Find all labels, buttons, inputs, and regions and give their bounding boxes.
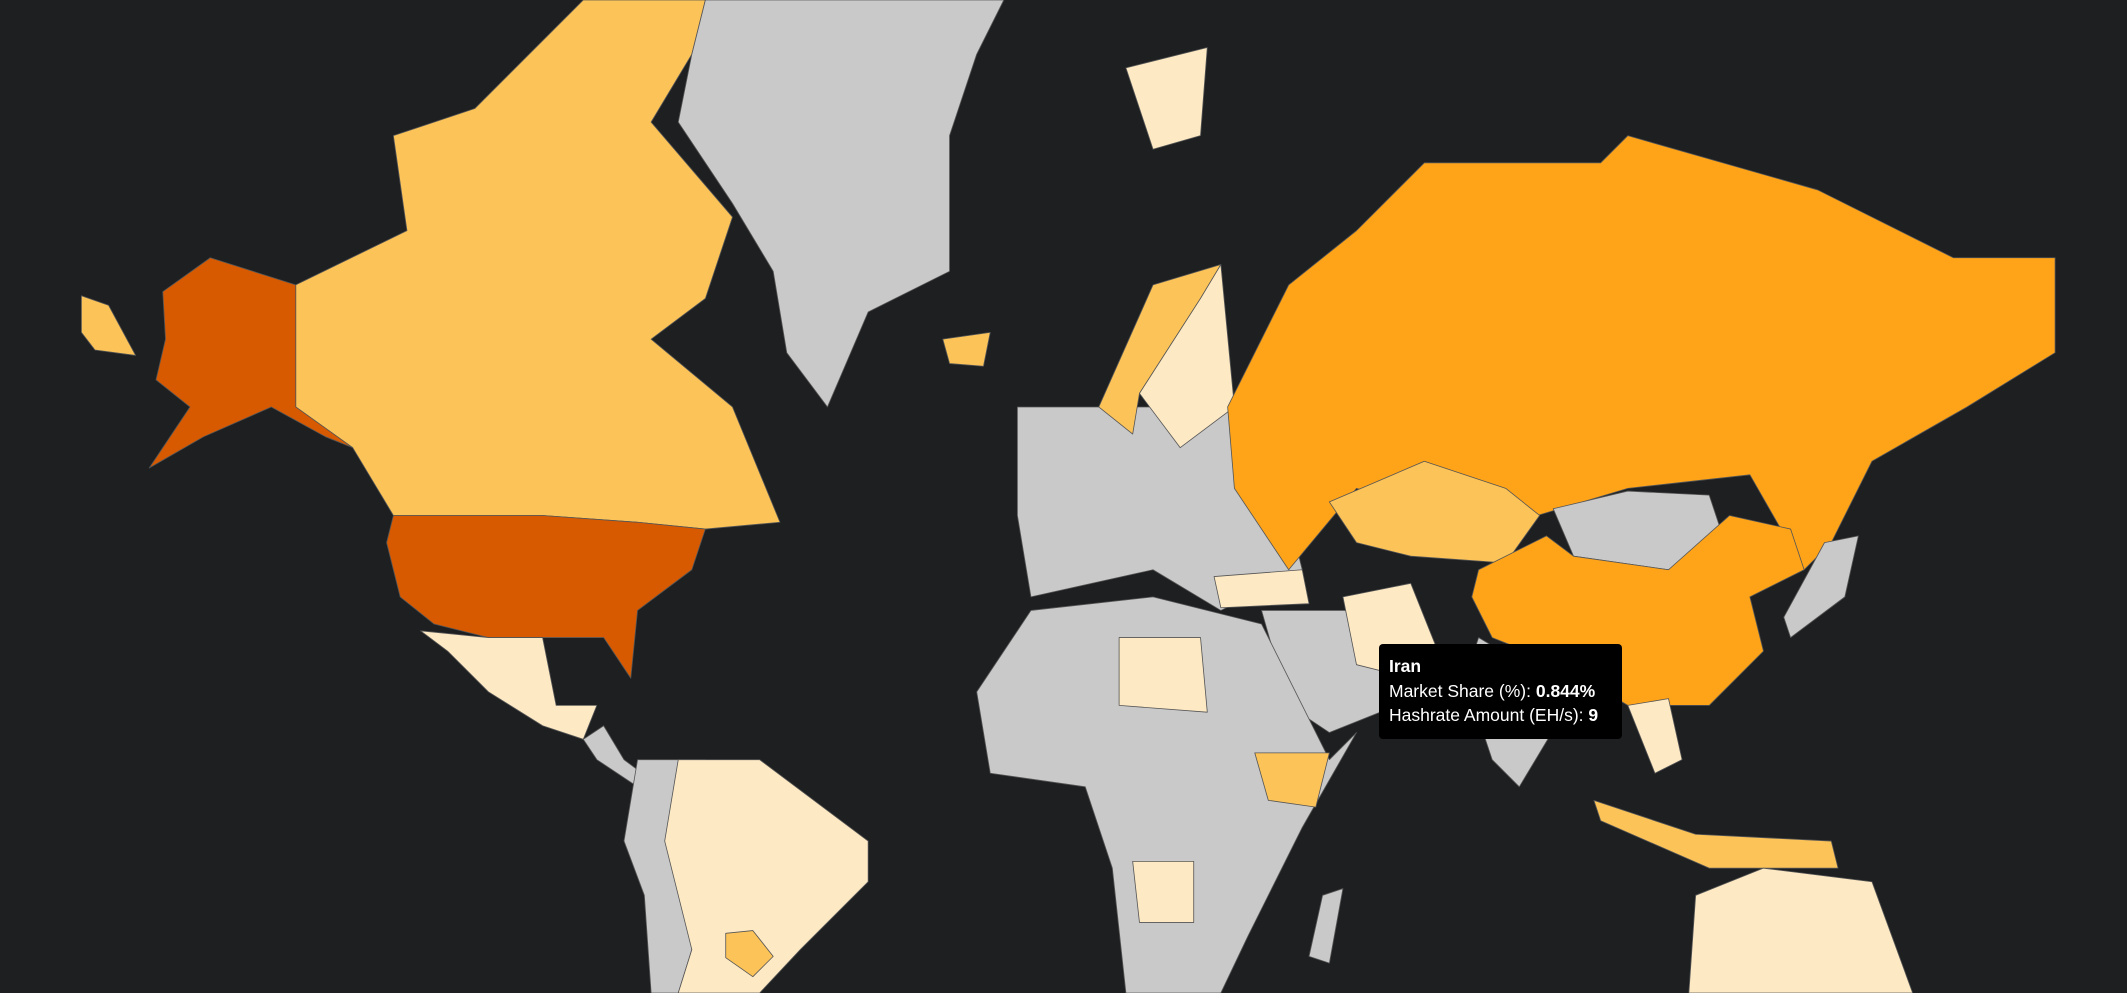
row-value: 0.844% (1535, 680, 1596, 701)
alaska[interactable] (148, 257, 354, 469)
aleutian-edge (80, 295, 137, 356)
iceland[interactable] (942, 331, 991, 367)
japan[interactable] (1783, 535, 1859, 638)
kazakhstan[interactable] (1328, 460, 1541, 564)
greenland[interactable] (677, 0, 1005, 408)
australia[interactable] (1688, 867, 1914, 993)
ethiopia[interactable] (1254, 752, 1330, 808)
mexico[interactable] (420, 630, 598, 740)
tooltip: Iran Market Share (%): 0.844% Hashrate A… (1379, 644, 1622, 739)
southeast-asia[interactable] (1627, 698, 1683, 774)
brazil-region[interactable] (664, 759, 869, 993)
tooltip-row: Hashrate Amount (EH/s): 9 (1389, 703, 1612, 728)
row-label: Hashrate Amount (EH/s): (1389, 705, 1584, 725)
angola[interactable] (1132, 860, 1195, 923)
row-label: Market Share (%): (1389, 680, 1531, 701)
africa[interactable] (976, 596, 1357, 993)
sweden-finland[interactable] (1139, 264, 1235, 449)
row-value: 9 (1588, 705, 1599, 725)
svalbard[interactable] (1125, 47, 1208, 150)
usa[interactable] (386, 515, 706, 679)
indonesia[interactable] (1593, 799, 1839, 869)
tooltip-title: Iran (1389, 656, 1422, 676)
turkey[interactable] (1213, 569, 1310, 609)
libya[interactable] (1118, 637, 1208, 713)
madagascar[interactable] (1308, 888, 1344, 964)
paraguay[interactable] (725, 930, 774, 978)
tooltip-row: Market Share (%): 0.844% (1389, 679, 1612, 704)
